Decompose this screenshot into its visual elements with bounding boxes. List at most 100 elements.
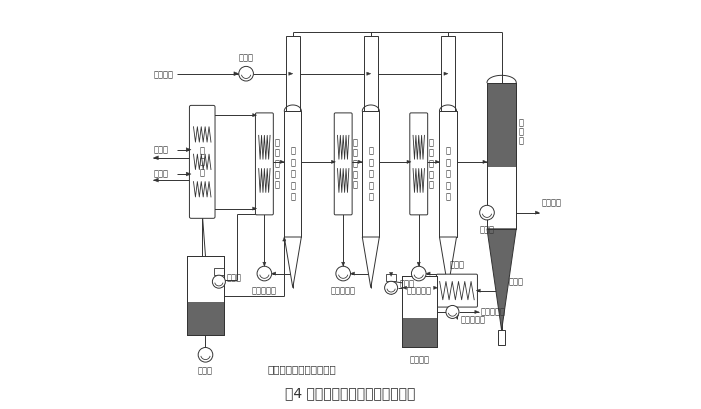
Bar: [487, 83, 516, 229]
Text: 增: 增: [518, 119, 523, 128]
Text: 闪: 闪: [446, 170, 451, 179]
Text: 给料泵: 给料泵: [238, 53, 254, 62]
Text: 二: 二: [353, 138, 358, 147]
Polygon shape: [358, 160, 362, 164]
Text: 热烟气: 热烟气: [154, 145, 168, 154]
Polygon shape: [402, 286, 407, 290]
Text: 器: 器: [274, 180, 279, 189]
Polygon shape: [456, 315, 458, 319]
Bar: [285, 111, 301, 237]
Text: 换: 换: [200, 147, 205, 156]
Polygon shape: [285, 237, 301, 288]
Bar: [498, 330, 505, 345]
Bar: [187, 256, 224, 335]
Text: 器: 器: [518, 137, 523, 146]
Text: 蒸: 蒸: [290, 181, 295, 190]
Text: 凝结水回用: 凝结水回用: [481, 308, 506, 317]
Text: 加: 加: [353, 160, 358, 169]
Text: 蒸: 蒸: [368, 181, 374, 190]
Bar: [487, 83, 516, 229]
Polygon shape: [289, 72, 293, 75]
Bar: [402, 318, 437, 348]
Polygon shape: [272, 272, 275, 275]
Polygon shape: [234, 72, 239, 76]
Polygon shape: [390, 272, 393, 276]
Text: 脱硫废水: 脱硫废水: [154, 70, 173, 79]
Text: 器: 器: [368, 192, 374, 201]
Text: 蒸发循环泵: 蒸发循环泵: [331, 286, 355, 295]
Polygon shape: [263, 262, 266, 266]
Polygon shape: [536, 211, 539, 214]
Text: 闪: 闪: [290, 170, 295, 179]
Bar: [386, 274, 396, 281]
Text: 效: 效: [446, 158, 451, 167]
Text: 加: 加: [274, 160, 279, 169]
Text: 器: 器: [428, 180, 433, 189]
FancyBboxPatch shape: [437, 274, 477, 307]
Polygon shape: [426, 272, 430, 275]
Circle shape: [239, 66, 254, 81]
Circle shape: [212, 275, 226, 288]
Polygon shape: [435, 160, 440, 164]
Text: 蒸发循环泵: 蒸发循环泵: [252, 286, 277, 295]
Text: 循环泵: 循环泵: [198, 366, 213, 375]
Text: 下道工序: 下道工序: [541, 198, 562, 207]
Text: 凝结水箱: 凝结水箱: [410, 355, 430, 364]
Polygon shape: [350, 272, 355, 275]
Text: 二: 二: [368, 147, 374, 156]
Text: 效: 效: [274, 149, 279, 158]
Text: 热: 热: [200, 157, 205, 166]
Text: 热: 热: [428, 170, 433, 179]
Polygon shape: [252, 114, 257, 117]
Bar: [362, 111, 379, 237]
Polygon shape: [483, 160, 487, 164]
Text: 器: 器: [353, 180, 358, 189]
FancyBboxPatch shape: [189, 106, 215, 218]
Text: 三: 三: [428, 138, 433, 147]
Bar: [402, 276, 437, 348]
Polygon shape: [417, 262, 421, 266]
Polygon shape: [154, 178, 158, 182]
Text: 换热器: 换热器: [449, 261, 465, 270]
Polygon shape: [407, 160, 411, 164]
Bar: [487, 83, 516, 167]
Polygon shape: [444, 72, 448, 75]
Polygon shape: [283, 237, 286, 241]
Text: 一: 一: [274, 138, 279, 147]
Polygon shape: [440, 237, 456, 288]
Text: 器: 器: [290, 192, 295, 201]
Circle shape: [198, 348, 213, 362]
Polygon shape: [280, 160, 285, 164]
Text: 真空泵: 真空泵: [227, 273, 242, 282]
Text: 加: 加: [428, 160, 433, 169]
Polygon shape: [487, 229, 516, 330]
Text: 三: 三: [446, 147, 451, 156]
Text: 图4 烟气余热闪蒸系统工艺流程图: 图4 烟气余热闪蒸系统工艺流程图: [285, 387, 416, 400]
Text: 真空泵: 真空泵: [400, 279, 414, 288]
Text: 稠: 稠: [518, 128, 523, 137]
Circle shape: [479, 205, 494, 220]
Polygon shape: [332, 160, 336, 164]
Text: 效: 效: [368, 158, 374, 167]
Circle shape: [336, 266, 350, 281]
Text: 排泥泵: 排泥泵: [479, 225, 494, 234]
Bar: [214, 268, 224, 275]
Circle shape: [411, 266, 426, 281]
Polygon shape: [186, 148, 191, 152]
Text: 冷却水回水: 冷却水回水: [460, 316, 485, 325]
Polygon shape: [252, 207, 257, 210]
Text: 闪: 闪: [368, 170, 374, 179]
Bar: [364, 36, 378, 111]
Circle shape: [446, 306, 459, 319]
Text: 脱硫废水闪蒸浓缩系统图: 脱硫废水闪蒸浓缩系统图: [267, 364, 336, 374]
Text: 蒸: 蒸: [446, 181, 451, 190]
Text: 一: 一: [290, 147, 295, 156]
Text: 器: 器: [446, 192, 451, 201]
Text: 热: 热: [274, 170, 279, 179]
Circle shape: [385, 281, 397, 294]
FancyBboxPatch shape: [255, 113, 273, 215]
Text: 效: 效: [428, 149, 433, 158]
Polygon shape: [362, 237, 379, 288]
Text: 热烟气: 热烟气: [154, 170, 168, 179]
Polygon shape: [341, 262, 345, 266]
